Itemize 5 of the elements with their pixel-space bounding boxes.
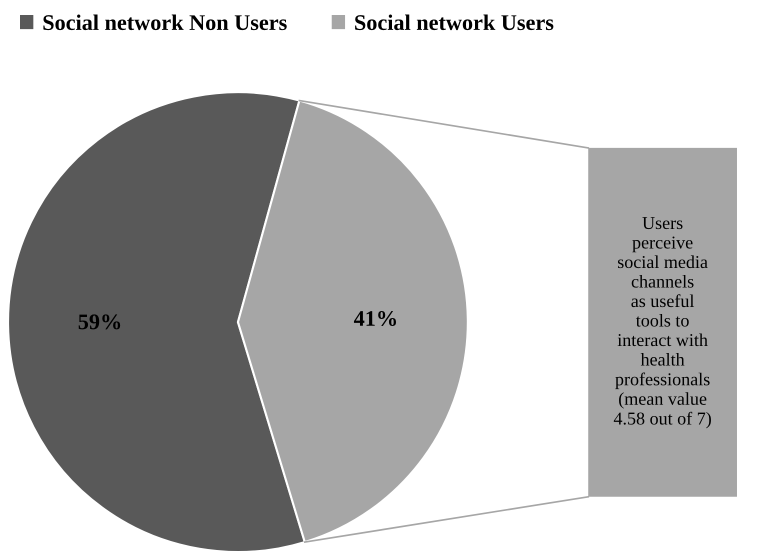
legend-label: Social network Non Users (43, 14, 287, 30)
legend-label: Social network Users (355, 14, 554, 30)
data-label: 59% (78, 314, 120, 330)
text: Users perceive social media channels as useful tools to interact with health professionals (mean value 4.58 out of 7) (614, 217, 711, 428)
data-label: 41% (354, 310, 396, 326)
